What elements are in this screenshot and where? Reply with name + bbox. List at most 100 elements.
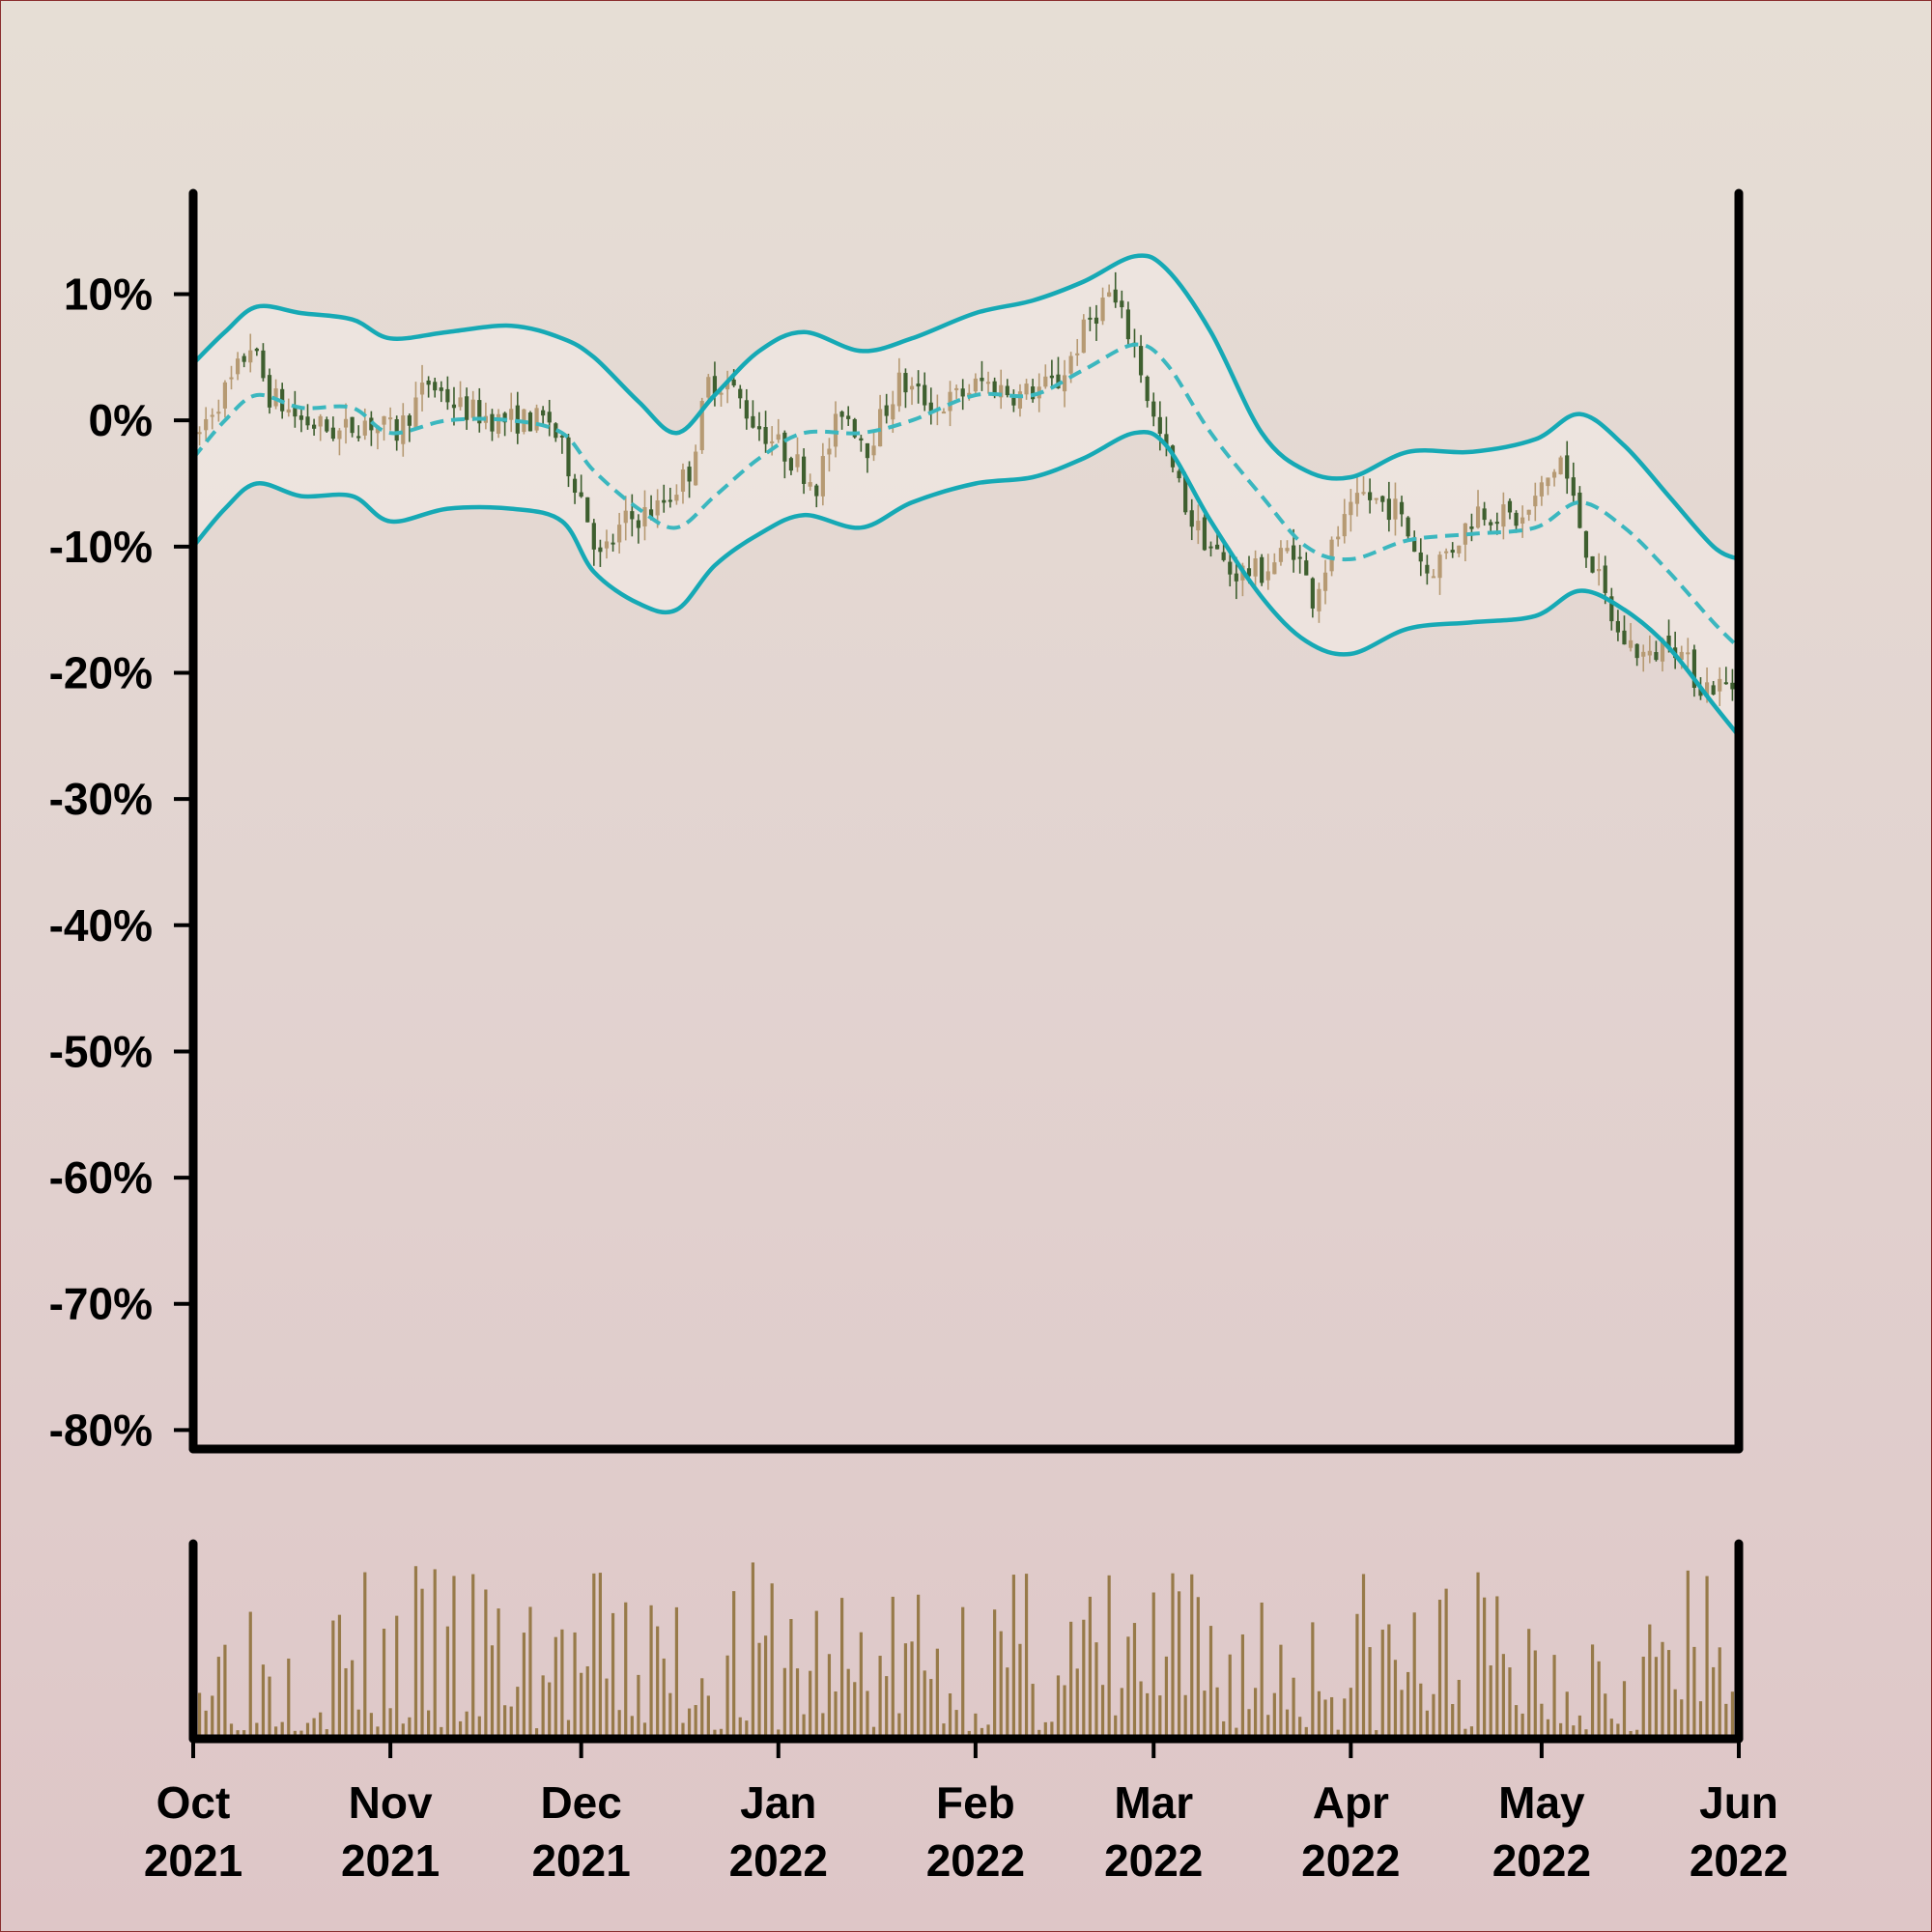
candle-body [337, 430, 342, 440]
candle [1463, 523, 1467, 562]
x-tick-month: Mar [1114, 1777, 1193, 1828]
y-tick-label: -40% [49, 900, 153, 951]
candle-body [210, 414, 214, 417]
volume-bar [1183, 1694, 1187, 1739]
volume-bar [1718, 1647, 1721, 1739]
candle-body [909, 385, 915, 390]
volume-bar [1476, 1572, 1480, 1739]
volume-bar [1063, 1685, 1066, 1739]
volume-bar [1132, 1623, 1137, 1739]
candle-body [382, 415, 386, 425]
volume-bar [1285, 1709, 1290, 1739]
candle-body [1482, 508, 1487, 521]
candle-body [1183, 476, 1188, 513]
candle [222, 380, 228, 418]
candle [470, 390, 475, 422]
volume-bar [1323, 1699, 1327, 1739]
candle-body [668, 499, 672, 502]
candle-body [401, 415, 406, 444]
candle-body [451, 404, 457, 409]
volume-bar [649, 1605, 653, 1739]
candle-body [527, 412, 533, 432]
candle [1164, 416, 1169, 457]
candle-body [980, 378, 984, 382]
volume-bar [795, 1668, 800, 1739]
candle [871, 432, 876, 462]
candle [909, 377, 915, 406]
candle [1475, 490, 1481, 529]
candle-body [1043, 376, 1048, 387]
candle-body [985, 382, 991, 384]
volume-bar [1114, 1715, 1118, 1739]
candle-body [1723, 682, 1728, 685]
candle-body [1056, 374, 1061, 388]
candle [1278, 540, 1284, 566]
candle-body [1507, 500, 1513, 513]
candle-body [204, 418, 209, 431]
x-tick-month: May [1498, 1777, 1585, 1828]
candle-body [343, 418, 349, 428]
candle-body [763, 427, 768, 444]
candle [1723, 667, 1728, 685]
volume-bar [897, 1713, 901, 1739]
volume-bar [1380, 1629, 1384, 1739]
candle-body [1577, 492, 1582, 528]
candle [846, 406, 851, 426]
candle-body [1533, 496, 1538, 507]
volume-bar [1724, 1703, 1728, 1739]
volume-bar [554, 1636, 557, 1739]
volume-bar [1235, 1727, 1238, 1739]
candle [242, 353, 246, 368]
candle [999, 369, 1004, 410]
candle-body [923, 384, 927, 406]
candle [1310, 577, 1315, 618]
candle-body [330, 427, 335, 440]
candle-body [1107, 292, 1112, 298]
volume-bar [1272, 1692, 1276, 1739]
volume-bar [1298, 1717, 1302, 1739]
volume-bar [1463, 1728, 1467, 1739]
candle-body [1017, 391, 1023, 409]
volume-bar [229, 1723, 234, 1739]
candle [1031, 379, 1036, 403]
candle-body [744, 400, 749, 419]
volume-bar [642, 1722, 647, 1739]
candle-body [1463, 523, 1467, 545]
volume-bar [809, 1670, 812, 1739]
volume-bar [903, 1643, 908, 1739]
volume-bar [668, 1692, 672, 1739]
candle [1253, 550, 1258, 586]
volume-bar [369, 1713, 373, 1739]
candle [662, 484, 667, 513]
candle [706, 374, 711, 400]
volume-bar [782, 1667, 786, 1739]
volume-bar [1680, 1699, 1684, 1739]
candle [795, 437, 800, 472]
price-panel: 10% 0% -10% -20% -30% -40% -50% -60% -70% -80% [49, 188, 1744, 1455]
candle-body [1469, 526, 1474, 529]
volume-bar [204, 1710, 208, 1739]
volume-bar [1635, 1729, 1639, 1739]
y-tick-label: 0% [89, 395, 153, 445]
candle [604, 529, 610, 559]
candle [1113, 271, 1118, 308]
candle-body [954, 387, 959, 390]
volume-bar [1317, 1690, 1321, 1739]
candle-body [712, 376, 718, 396]
candle-body [235, 358, 241, 375]
candle [1533, 482, 1538, 522]
candle [197, 426, 202, 446]
candle-body [1558, 457, 1563, 474]
candle [630, 494, 635, 537]
x-tick-month: Jan [740, 1777, 816, 1828]
candle [547, 399, 552, 437]
volume-bar [1432, 1693, 1435, 1739]
candle-body [388, 417, 393, 420]
volume-bar [356, 1709, 360, 1739]
candle [1546, 477, 1550, 496]
volume-bar [1006, 1667, 1009, 1739]
candle [1457, 545, 1462, 557]
volume-bar [1330, 1696, 1334, 1739]
candle [1609, 587, 1614, 631]
candle [388, 407, 393, 431]
